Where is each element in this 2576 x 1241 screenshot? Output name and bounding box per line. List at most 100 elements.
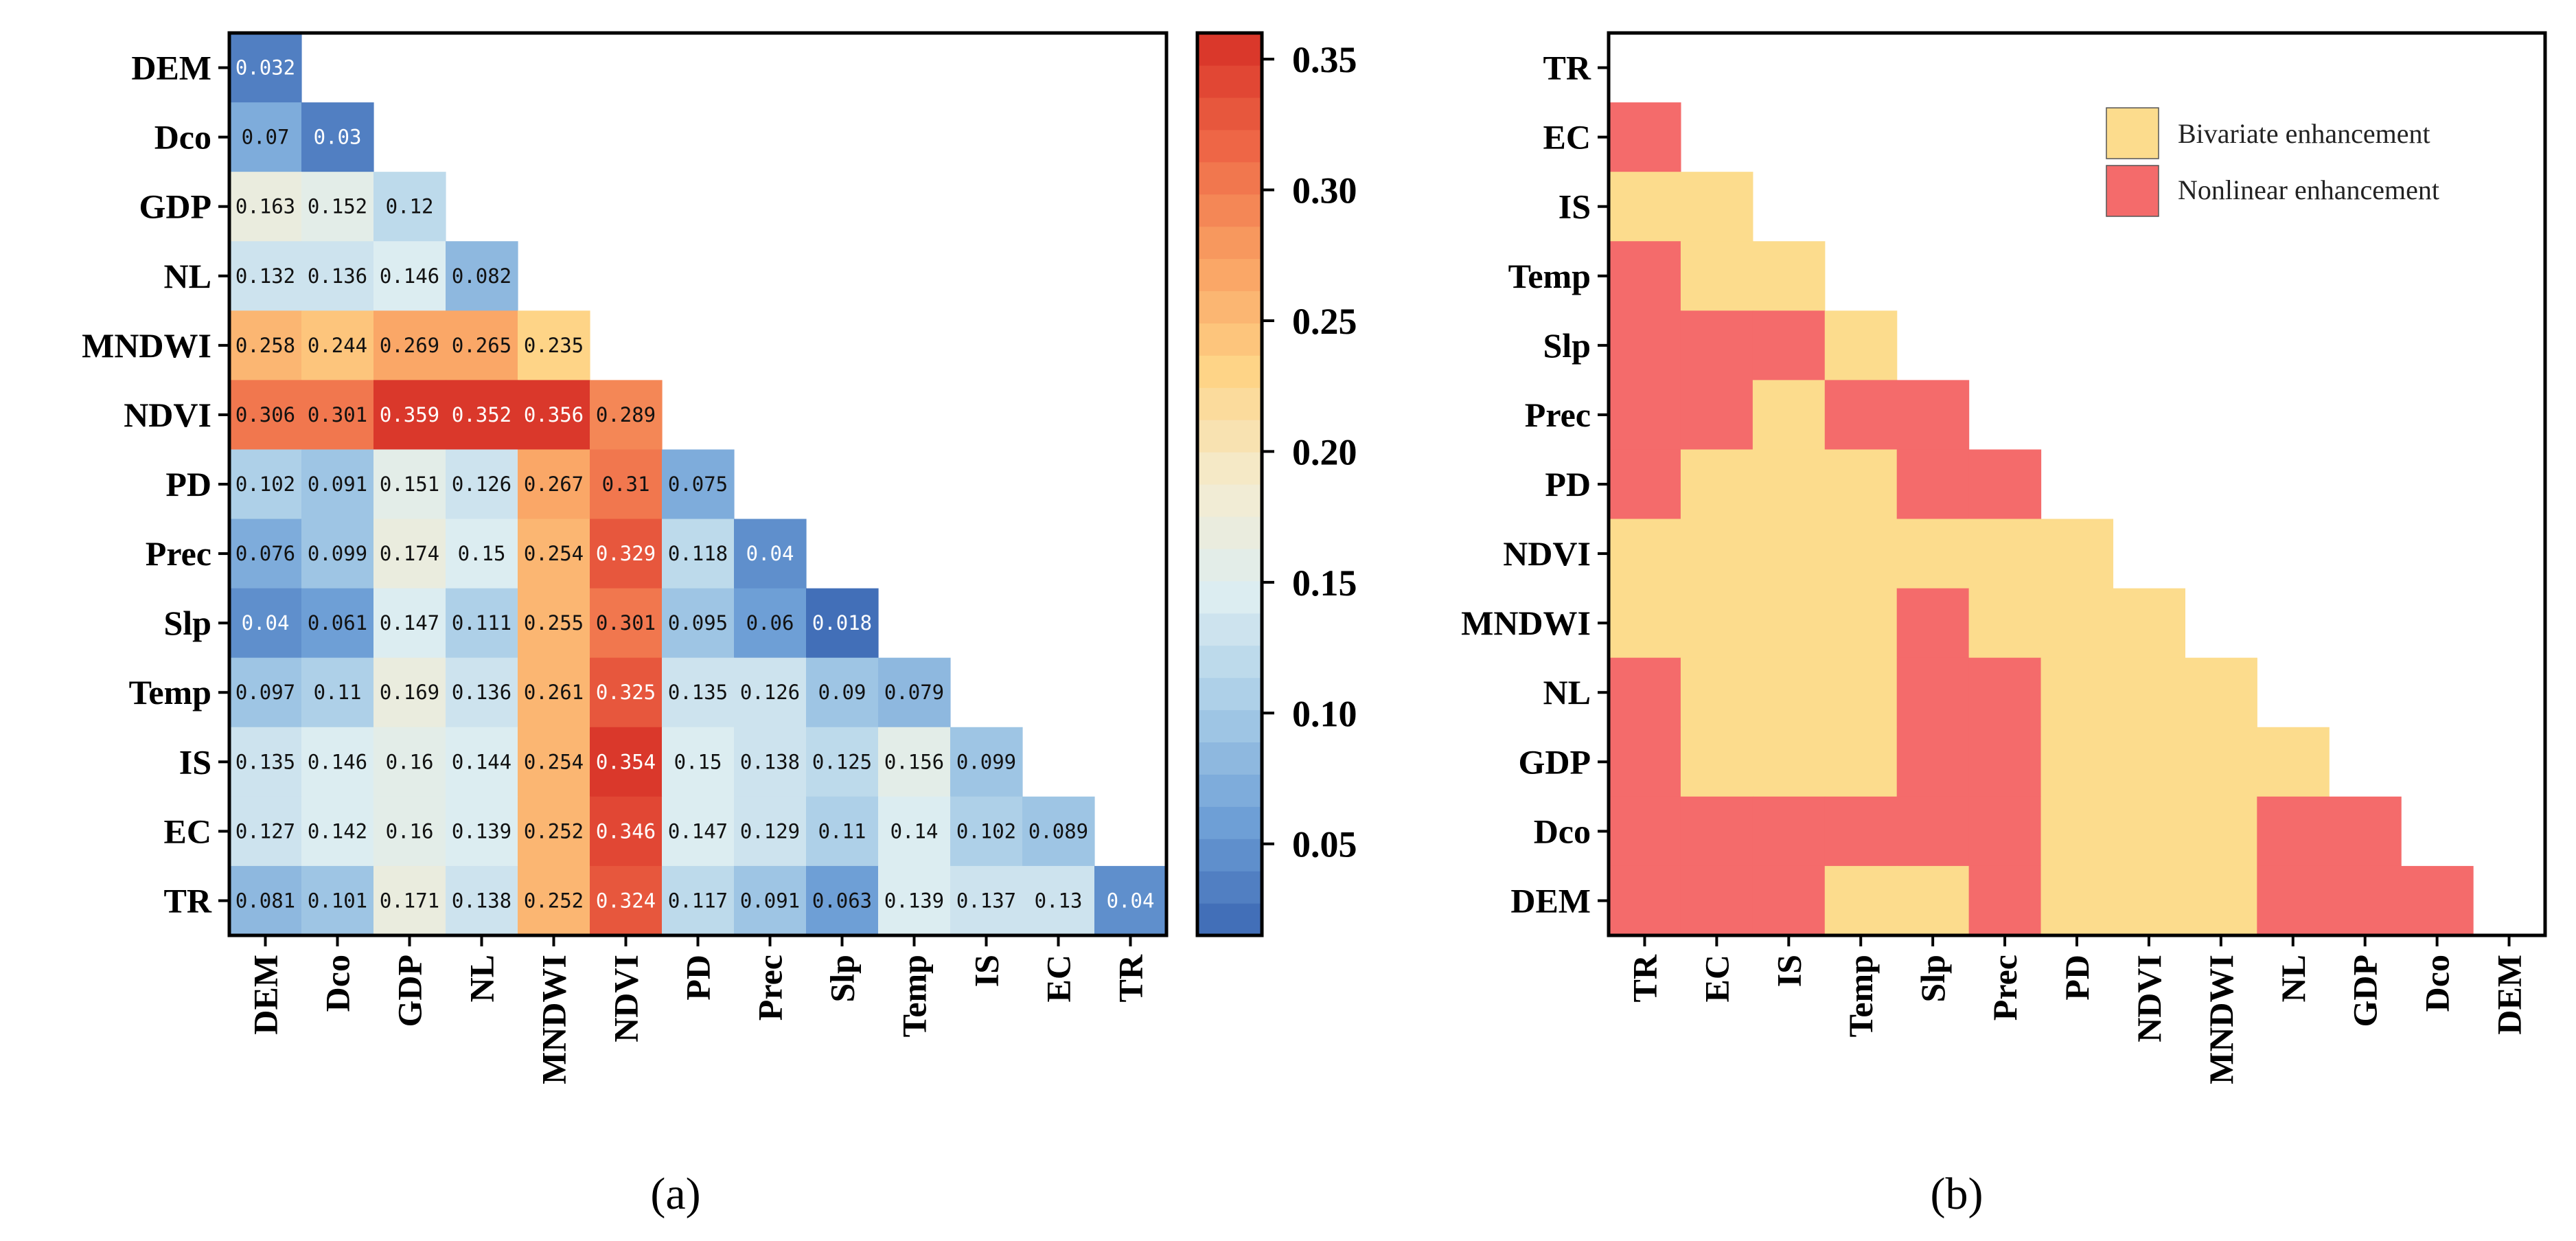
heatmap-cell xyxy=(229,865,302,936)
cell-value-label: 0.075 xyxy=(668,473,728,496)
legend-swatch-nonlinear xyxy=(2106,165,2159,217)
y-tick-label: IS xyxy=(179,742,211,781)
cell-value-label: 0.132 xyxy=(235,264,295,288)
cell-value-label: 0.126 xyxy=(452,473,511,496)
colorbar-ticks: 0.05 0.10 0.15 0.20 0.25 0.30 0.35 xyxy=(1262,39,1357,865)
cell-nonlinear xyxy=(1609,727,1681,797)
colorbar-step xyxy=(1197,258,1262,292)
y-tick-label: EC xyxy=(164,812,211,850)
cell-value-label: 0.252 xyxy=(524,889,584,912)
colorbar-step xyxy=(1197,226,1262,260)
cell-value-label: 0.152 xyxy=(308,195,367,218)
panel-a-y-ticks: DEM Dco GDP NL MNDWI NDVI PD Prec Slp Temp IS EC TR xyxy=(82,49,229,920)
heatmap-cell xyxy=(806,727,879,797)
heatmap-cell xyxy=(1022,865,1095,936)
y-tick-label: Temp xyxy=(1508,257,1591,295)
colorbar-step xyxy=(1197,33,1262,66)
cell-value-label: 0.147 xyxy=(380,611,439,635)
cell-value-label: 0.352 xyxy=(452,403,511,426)
cell-bivariate xyxy=(1680,588,1753,659)
cell-nonlinear xyxy=(1752,310,1826,380)
cell-bivariate xyxy=(1609,519,1681,589)
cell-bivariate xyxy=(1680,241,1753,311)
cell-value-label: 0.261 xyxy=(524,681,584,704)
cell-value-label: 0.329 xyxy=(596,542,656,565)
cell-value-label: 0.31 xyxy=(602,473,650,496)
cell-value-label: 0.267 xyxy=(524,473,584,496)
heatmap-cell xyxy=(590,519,663,589)
x-tick-label: PD xyxy=(2058,955,2096,1001)
cell-bivariate xyxy=(1752,519,1826,589)
cell-value-label: 0.265 xyxy=(452,334,511,357)
cell-bivariate xyxy=(1896,865,1970,936)
cell-bivariate xyxy=(2113,657,2185,728)
cell-value-label: 0.289 xyxy=(596,403,656,426)
colorbar-step xyxy=(1197,129,1262,163)
cell-value-label: 0.04 xyxy=(242,611,290,635)
cell-value-label: 0.138 xyxy=(452,889,511,912)
heatmap-cell xyxy=(373,449,446,520)
cell-value-label: 0.16 xyxy=(386,750,434,773)
cell-nonlinear xyxy=(1896,380,1970,451)
cell-value-label: 0.099 xyxy=(956,750,1016,773)
heatmap-cell xyxy=(878,796,951,867)
cell-bivariate xyxy=(1680,172,1753,242)
heatmap-cell xyxy=(518,449,590,520)
cell-nonlinear xyxy=(1752,796,1826,867)
colorbar-step xyxy=(1197,291,1262,323)
heatmap-cell xyxy=(446,865,518,936)
cell-value-label: 0.356 xyxy=(524,403,584,426)
cell-value-label: 0.135 xyxy=(235,750,295,773)
cell-value-label: 0.04 xyxy=(1107,889,1155,912)
x-tick-label: Prec xyxy=(1986,955,2024,1021)
cell-bivariate xyxy=(1752,657,1826,728)
heatmap-cell xyxy=(518,727,590,797)
cell-value-label: 0.061 xyxy=(308,611,367,635)
heatmap-cell xyxy=(229,657,302,728)
heatmap-cell xyxy=(734,796,807,867)
heatmap-cell xyxy=(301,865,374,936)
cell-bivariate xyxy=(2185,657,2257,728)
cell-value-label: 0.018 xyxy=(812,611,872,635)
cell-value-label: 0.325 xyxy=(596,681,656,704)
cell-value-label: 0.127 xyxy=(235,819,295,843)
cell-value-label: 0.102 xyxy=(235,473,295,496)
cell-bivariate xyxy=(2185,727,2257,797)
cell-bivariate xyxy=(1824,310,1898,380)
cell-bivariate xyxy=(2113,727,2185,797)
heatmap-cell xyxy=(301,241,374,311)
heatmap-cell xyxy=(878,657,951,728)
x-tick-label: PD xyxy=(679,955,717,1001)
cell-nonlinear xyxy=(1824,380,1898,451)
heatmap-cell xyxy=(373,727,446,797)
cell-bivariate xyxy=(2185,796,2257,867)
heatmap-cell xyxy=(229,519,302,589)
colorbar-step xyxy=(1197,323,1262,356)
cell-value-label: 0.12 xyxy=(386,195,434,218)
cell-value-label: 0.136 xyxy=(452,681,511,704)
cell-bivariate xyxy=(2040,657,2114,728)
heatmap-cell xyxy=(806,796,879,867)
heatmap-cell xyxy=(446,657,518,728)
x-tick-label: NL xyxy=(463,955,501,1002)
heatmap-cell xyxy=(950,727,1023,797)
colorbar-step xyxy=(1197,452,1262,485)
y-tick-label: MNDWI xyxy=(1461,604,1591,642)
heatmap-cell xyxy=(446,588,518,659)
cell-value-label: 0.354 xyxy=(596,750,656,773)
cell-value-label: 0.151 xyxy=(380,473,439,496)
y-tick-label: Dco xyxy=(1534,812,1591,850)
y-tick-label: GDP xyxy=(139,187,211,226)
cell-value-label: 0.032 xyxy=(235,56,295,80)
colorbar-step xyxy=(1197,97,1262,130)
cell-value-label: 0.258 xyxy=(235,334,295,357)
heatmap-cell xyxy=(734,727,807,797)
y-tick-label: TR xyxy=(1543,49,1591,87)
heatmap-cell xyxy=(446,519,518,589)
cell-value-label: 0.101 xyxy=(308,889,367,912)
heatmap-cell xyxy=(373,241,446,311)
cell-value-label: 0.324 xyxy=(596,889,656,912)
heatmap-cell xyxy=(229,241,302,311)
cell-nonlinear xyxy=(2257,865,2330,936)
cell-value-label: 0.063 xyxy=(812,889,872,912)
